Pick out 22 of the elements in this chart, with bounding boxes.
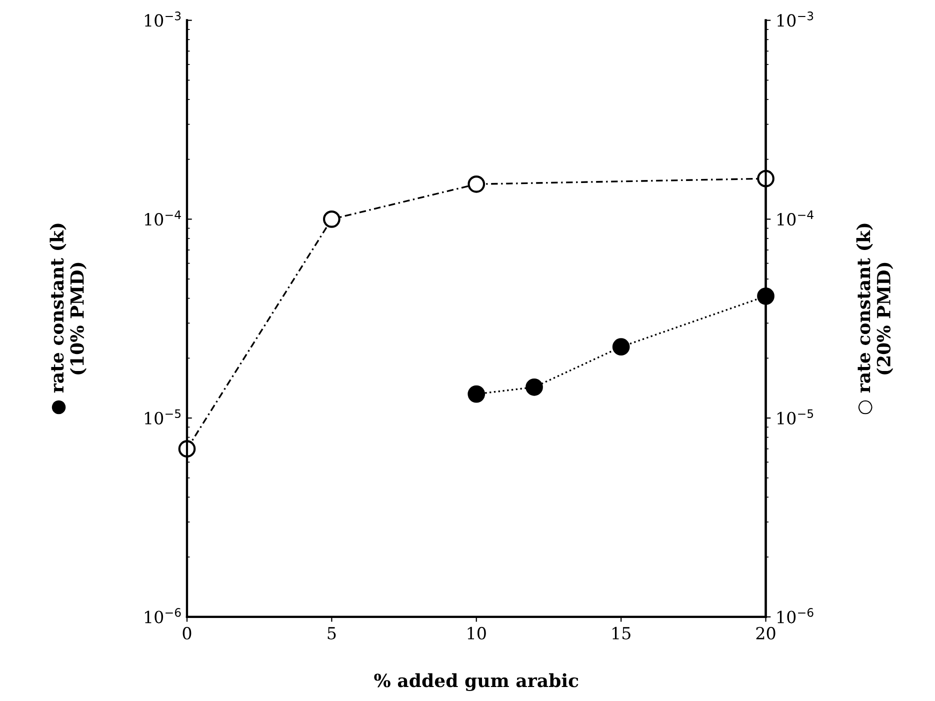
x-tick-label: 5 — [328, 627, 336, 640]
x-tick-label: 20 — [756, 626, 776, 640]
text: 10$^{−5}$ — [778, 409, 814, 424]
y-tick-label: 10$^{−6}$ — [145, 608, 181, 624]
point — [468, 385, 486, 403]
x-tick-label: 15 — [612, 626, 630, 640]
y-tick-label: 10$^{−3}$ — [145, 11, 181, 27]
point — [323, 210, 340, 228]
x-axis-title: % added gum arabic — [374, 673, 578, 692]
y-tick-label: 10$^{−5}$ — [145, 409, 181, 424]
text: 10$^{−3}$ — [778, 11, 814, 27]
text: 10$^{−6}$ — [778, 608, 814, 624]
x-tick-label: 10 — [468, 626, 486, 640]
text: 10$^{−4}$ — [778, 210, 814, 226]
point — [526, 378, 543, 396]
y-axis-title: ● rate constant (k) (10% PMD) — [50, 224, 86, 414]
y2-axis-title: ○ rate constant (k) (20% PMD) — [856, 224, 894, 414]
point — [612, 338, 630, 356]
x-tick-label: 0 — [182, 626, 192, 640]
point — [178, 440, 196, 458]
y-tick-label: 10$^{−4}$ — [145, 210, 181, 226]
point — [468, 175, 486, 193]
